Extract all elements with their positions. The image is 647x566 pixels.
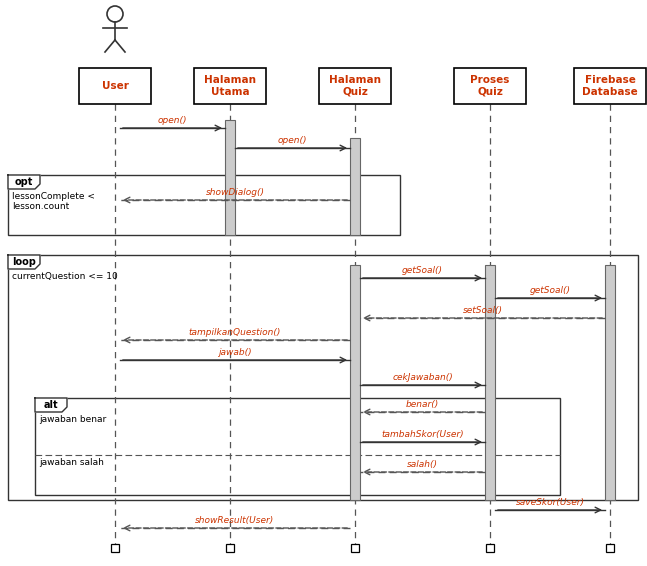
Text: showDialog(): showDialog() [206, 188, 265, 197]
Bar [350, 265, 360, 500]
Text: loop: loop [12, 257, 36, 267]
Text: alt: alt [44, 400, 58, 410]
Text: jawaban salah: jawaban salah [39, 458, 104, 467]
Text: Halaman
Quiz: Halaman Quiz [329, 75, 381, 97]
Bar [111, 544, 119, 552]
Text: open(): open() [278, 136, 307, 145]
Text: cekJawaban(): cekJawaban() [392, 373, 453, 382]
Bar [486, 544, 494, 552]
Text: tampilkanQuestion(): tampilkanQuestion() [189, 328, 281, 337]
Text: tambahSkor(User): tambahSkor(User) [381, 430, 464, 439]
Bar [574, 68, 646, 104]
Bar [35, 398, 560, 495]
Bar [606, 544, 614, 552]
Bar [226, 544, 234, 552]
Text: getSoal(): getSoal() [529, 286, 571, 295]
Bar [79, 68, 151, 104]
Bar [319, 68, 391, 104]
Polygon shape [35, 398, 67, 412]
Text: User: User [102, 81, 129, 91]
Text: jawab(): jawab() [218, 348, 252, 357]
Text: Proses
Quiz: Proses Quiz [470, 75, 510, 97]
Bar [194, 68, 266, 104]
Text: showResult(User): showResult(User) [195, 516, 274, 525]
Bar [8, 175, 400, 235]
Text: open(): open() [158, 116, 187, 125]
Bar [351, 544, 359, 552]
Text: lessonComplete <
lesson.count: lessonComplete < lesson.count [12, 192, 95, 211]
Text: saveSkor(User): saveSkor(User) [516, 498, 584, 507]
Text: getSoal(): getSoal() [402, 266, 443, 275]
Bar [485, 265, 495, 500]
Text: salah(): salah() [407, 460, 438, 469]
Text: jawaban benar: jawaban benar [39, 415, 106, 424]
Bar [225, 120, 235, 235]
Bar [605, 265, 615, 500]
Text: benar(): benar() [406, 400, 439, 409]
Text: currentQuestion <= 10: currentQuestion <= 10 [12, 272, 118, 281]
Bar [8, 255, 638, 500]
Polygon shape [8, 255, 40, 269]
Bar [350, 138, 360, 235]
Text: Halaman
Utama: Halaman Utama [204, 75, 256, 97]
Text: Firebase
Database: Firebase Database [582, 75, 638, 97]
Bar [454, 68, 526, 104]
Text: opt: opt [15, 177, 33, 187]
Text: setSoal(): setSoal() [463, 306, 503, 315]
Polygon shape [8, 175, 40, 189]
